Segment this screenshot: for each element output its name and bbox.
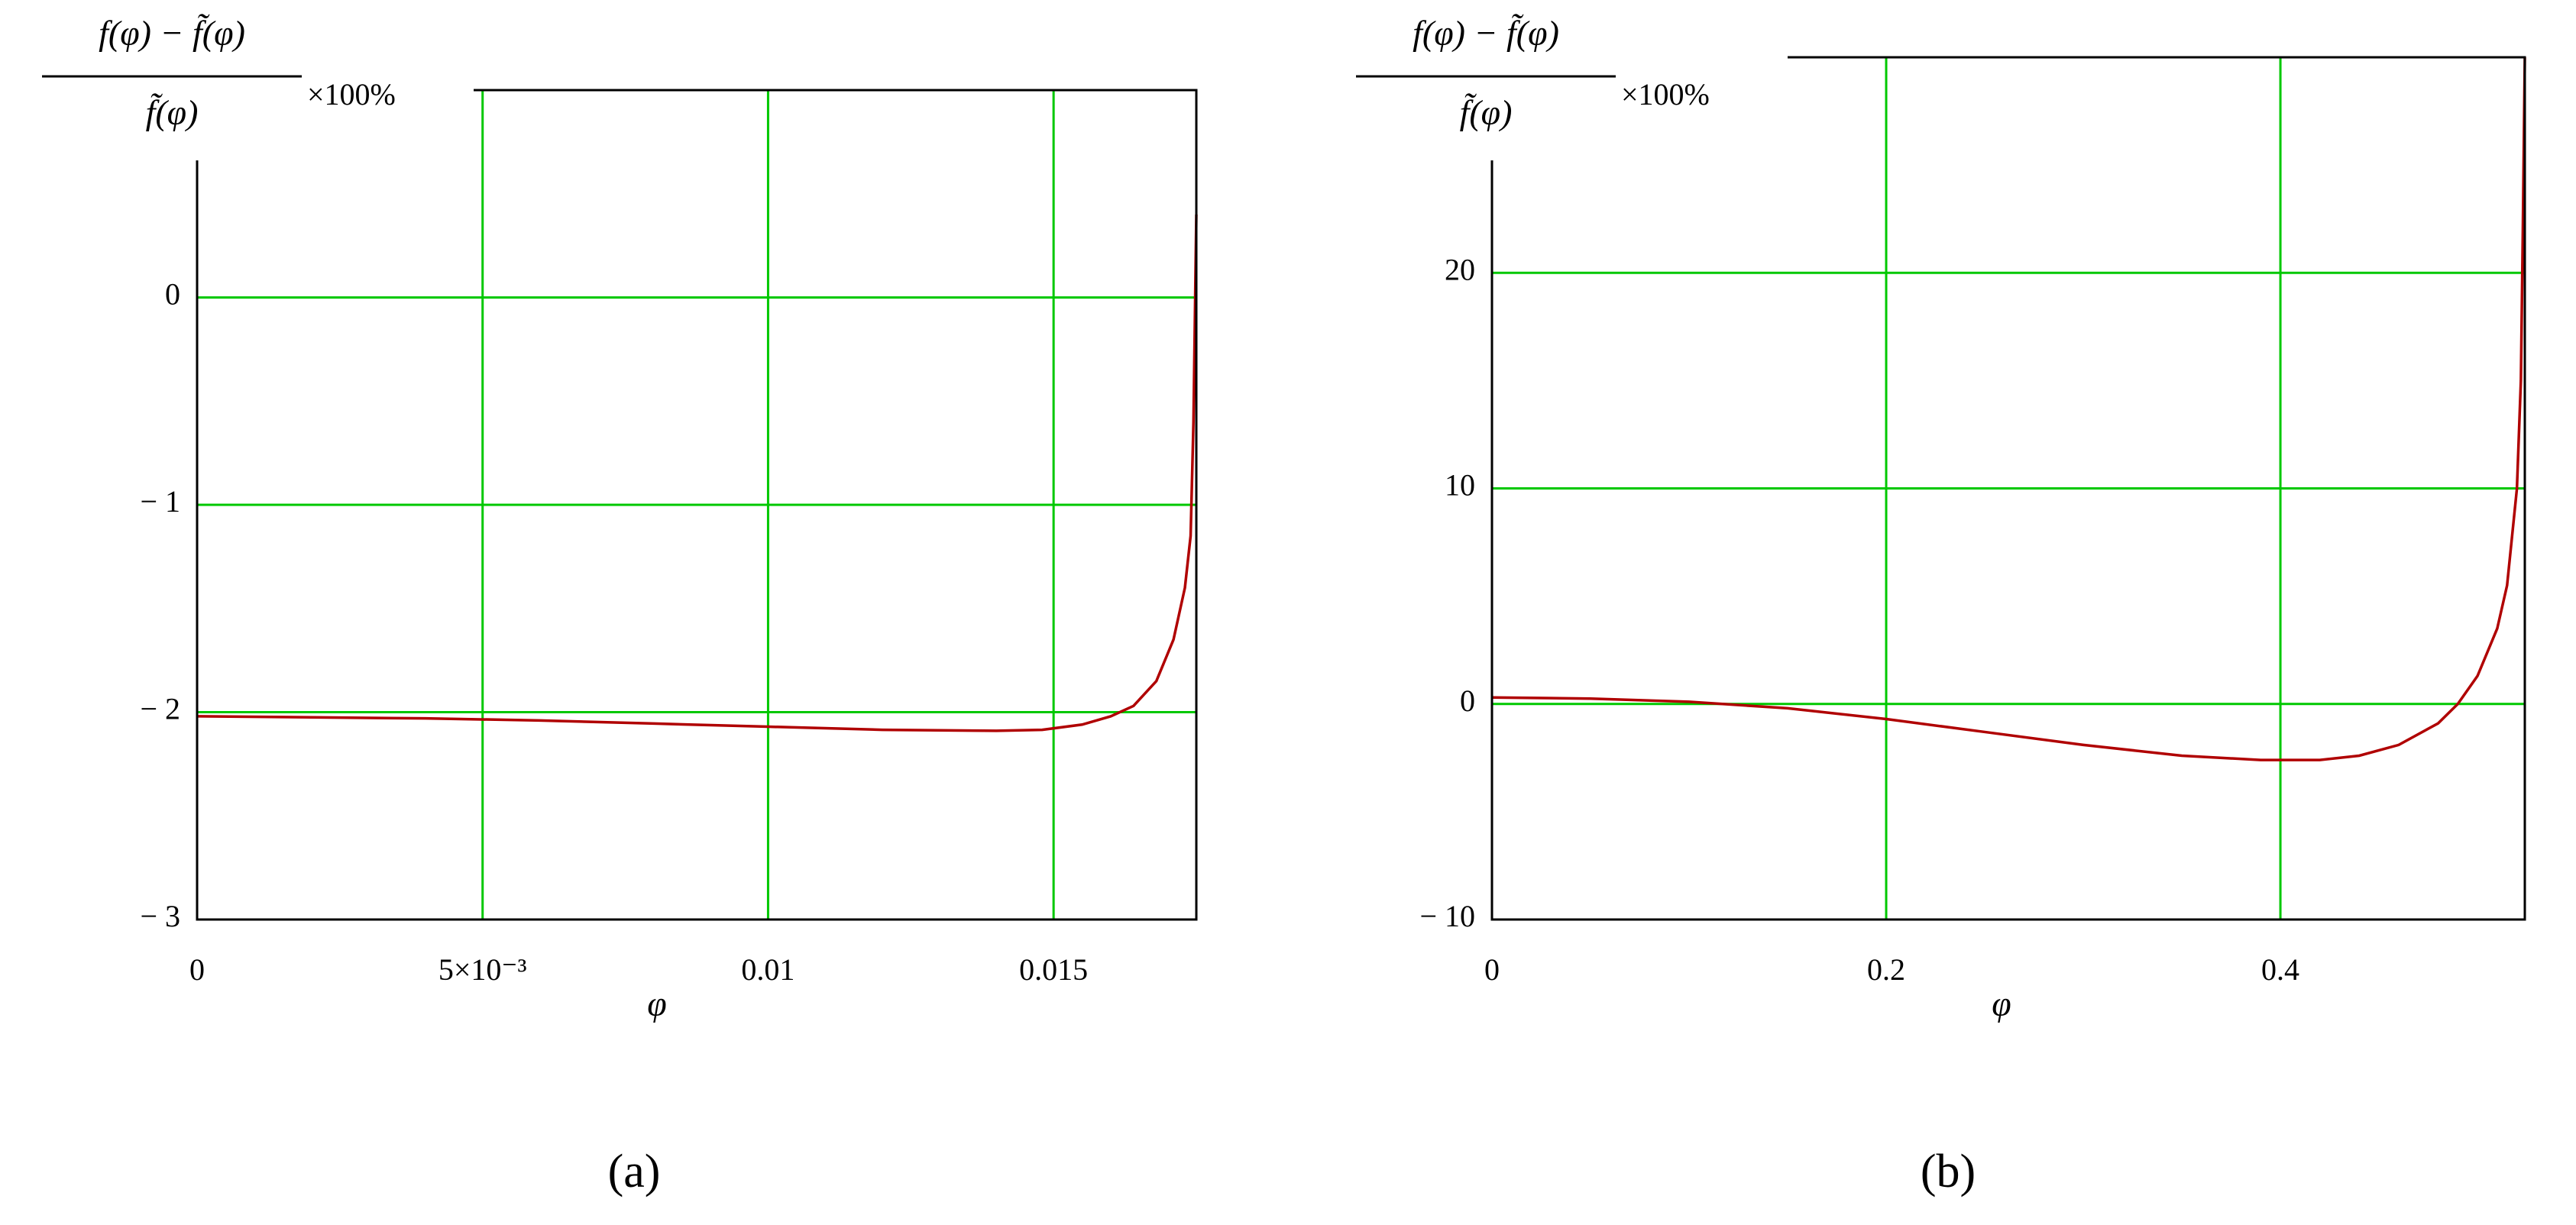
y-label-numerator: f(φ) − f̃(φ): [1413, 13, 1559, 53]
line-series: [196, 214, 1198, 732]
panel-label: (b): [1921, 1146, 1976, 1198]
y-label-suffix: ×100%: [307, 77, 396, 112]
label-backdrop: [1345, 8, 1788, 160]
line-series: [1491, 57, 2526, 761]
y-tick-label: 0: [1460, 684, 1475, 718]
y-tick-label: 0: [165, 277, 180, 312]
panel-label: (a): [608, 1146, 661, 1198]
x-tick-label: 0.2: [1867, 952, 1905, 987]
y-label-denominator: f̃(φ): [1460, 92, 1513, 132]
x-label: φ: [1992, 984, 2011, 1023]
label-backdrop: [31, 8, 474, 160]
y-tick-label: − 3: [140, 899, 180, 933]
y-tick-label: − 1: [140, 484, 180, 519]
x-tick-label: 0.01: [741, 952, 794, 987]
y-tick-label: − 10: [1419, 899, 1475, 933]
x-label: φ: [647, 984, 666, 1023]
plot-frame: [196, 89, 1198, 921]
x-tick-label: 0: [189, 952, 205, 987]
plot-frame: [1490, 56, 2526, 921]
y-label-denominator: f̃(φ): [146, 92, 199, 132]
y-label-suffix: ×100%: [1621, 77, 1710, 112]
y-label-numerator: f(φ) − f̃(φ): [99, 13, 245, 53]
y-tick-label: − 2: [140, 692, 180, 726]
y-tick-label: 10: [1445, 468, 1475, 503]
x-tick-label: 5×10⁻³: [439, 952, 527, 987]
x-tick-label: 0.015: [1019, 952, 1088, 987]
y-tick-label: 20: [1445, 252, 1475, 286]
x-tick-label: 0.4: [2261, 952, 2299, 987]
x-tick-label: 0: [1484, 952, 1500, 987]
